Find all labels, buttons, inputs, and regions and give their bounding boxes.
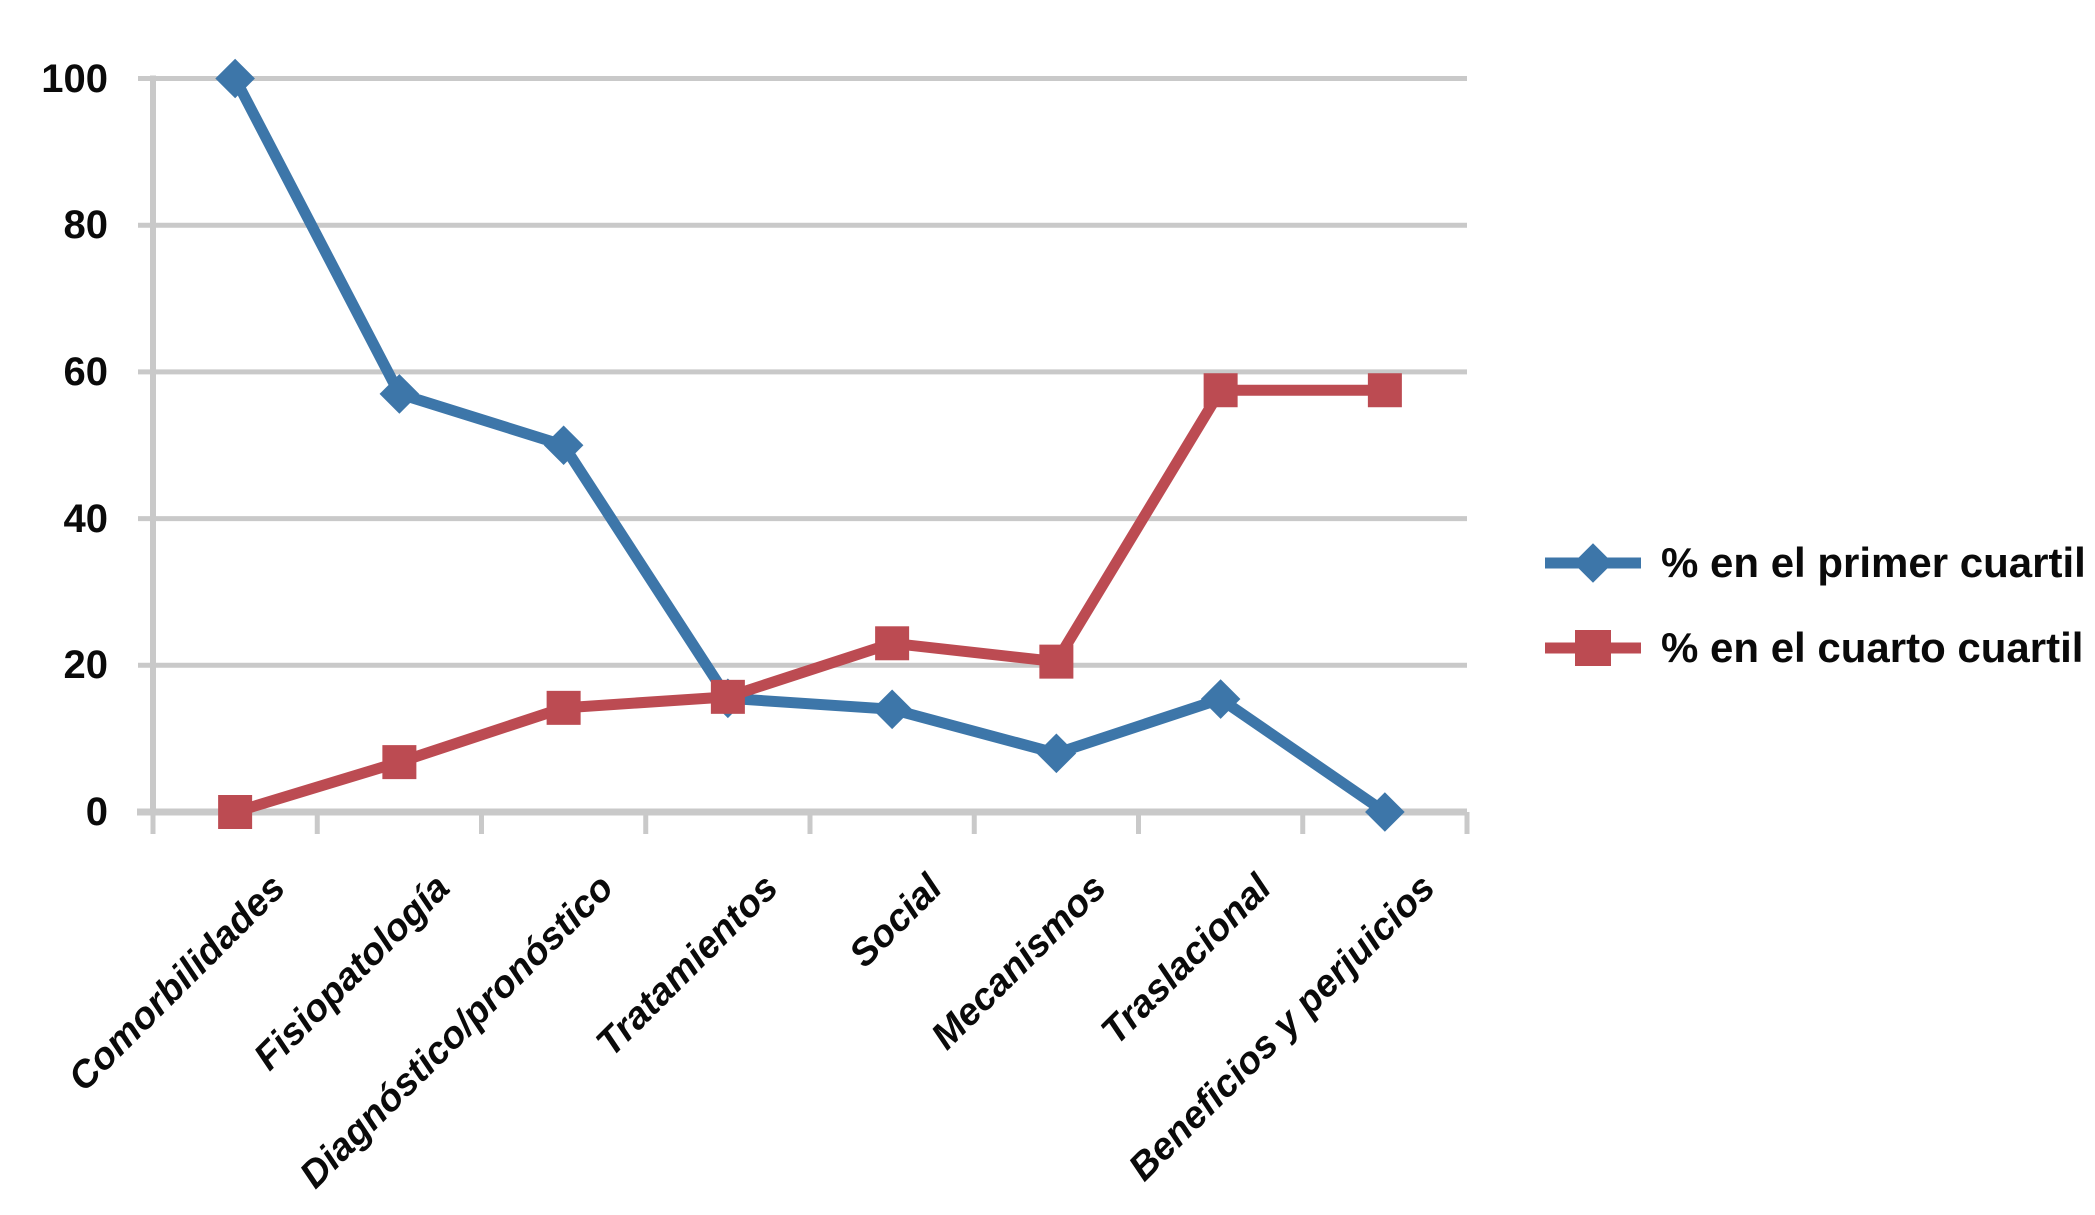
data-point-marker	[543, 425, 584, 466]
data-point-marker	[872, 689, 912, 730]
legend-marker-square-icon	[1545, 630, 1641, 666]
y-axis-label: 20	[63, 643, 109, 688]
data-point-marker	[215, 58, 255, 99]
y-axis-label: 40	[63, 496, 109, 541]
legend: % en el primer cuartil % en el cuarto cu…	[1545, 0, 2086, 1215]
legend-label-primer-cuartil: % en el primer cuartil	[1661, 539, 2086, 586]
data-point-marker	[710, 679, 745, 714]
legend-marker-diamond-icon	[1545, 543, 1641, 583]
legend-item-primer-cuartil: % en el primer cuartil	[1545, 531, 2086, 595]
data-point-marker	[875, 626, 910, 661]
series-line-1	[233, 384, 1385, 818]
data-point-marker	[1200, 679, 1241, 719]
data-point-marker	[1365, 792, 1405, 832]
data-point-marker	[379, 374, 420, 414]
data-point-marker	[1039, 644, 1074, 679]
data-point-marker	[1367, 373, 1402, 408]
y-axis-label: 0	[85, 790, 108, 834]
data-point-marker	[382, 745, 417, 780]
y-axis-label: 100	[41, 56, 108, 101]
legend-label-cuarto-cuartil: % en el cuarto cuartil	[1661, 624, 2084, 671]
legend-item-cuarto-cuartil: % en el cuarto cuartil	[1545, 616, 2083, 680]
y-axis-label: 60	[63, 349, 109, 394]
data-point-marker	[218, 795, 253, 829]
data-point-marker	[546, 690, 581, 725]
series-line-0	[230, 75, 1388, 817]
y-axis-label: 80	[63, 203, 109, 248]
data-point-marker	[1203, 373, 1238, 408]
data-point-marker	[1036, 733, 1077, 774]
